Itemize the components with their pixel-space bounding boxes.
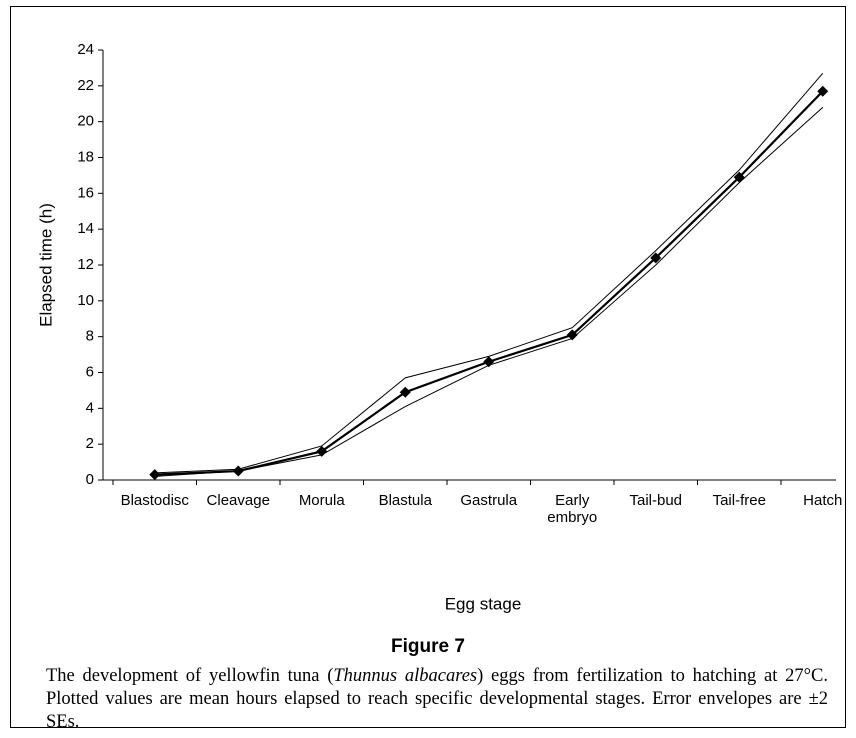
marker <box>566 329 578 341</box>
x-tick-label: Cleavage <box>206 492 270 509</box>
x-tick-label: Hatch <box>803 492 843 509</box>
y-tick-label: 16 <box>77 184 94 201</box>
figure-label: Figure 7 <box>391 636 465 657</box>
y-tick-label: 14 <box>77 220 94 237</box>
marker <box>399 386 411 398</box>
caption-species: Thunnus albacares <box>333 666 478 686</box>
y-tick-label: 4 <box>86 399 94 416</box>
x-tick-label: Tail-bud <box>629 492 683 509</box>
x-axis-title: Egg stage <box>445 594 522 613</box>
x-tick-label: Blastodisc <box>120 492 189 509</box>
y-tick-label: 10 <box>77 292 94 309</box>
marker <box>817 85 829 97</box>
y-tick-label: 20 <box>77 113 94 130</box>
mean-line <box>154 90 824 476</box>
y-tick-label: 22 <box>77 77 94 94</box>
envelope-line <box>154 72 824 474</box>
x-tick-label: Tail-free <box>712 492 766 509</box>
x-tick-label: Blastula <box>378 492 432 509</box>
y-tick-label: 8 <box>86 328 94 345</box>
x-tick-label: Early embryo <box>547 492 598 526</box>
marker <box>650 252 662 264</box>
y-tick-label: 2 <box>86 435 94 452</box>
frame <box>10 6 846 728</box>
y-axis-title: Elapsed time (h) <box>36 203 55 327</box>
envelope-line <box>154 106 824 477</box>
x-tick-label: Morula <box>298 492 345 509</box>
marker <box>149 469 161 481</box>
marker <box>316 445 328 457</box>
caption-text: The development of yellowfin tuna ( <box>46 666 334 686</box>
caption-text: ) eggs from fertilization to hatching at… <box>46 666 828 732</box>
y-tick-label: 0 <box>86 471 94 488</box>
y-tick-label: 12 <box>77 256 94 273</box>
y-tick-label: 6 <box>86 363 94 380</box>
x-tick-label: Gastrula <box>460 492 518 509</box>
y-tick-label: 18 <box>77 148 94 165</box>
y-tick-label: 24 <box>77 41 94 58</box>
caption: The development of yellowfin tuna (Thunn… <box>46 665 828 734</box>
